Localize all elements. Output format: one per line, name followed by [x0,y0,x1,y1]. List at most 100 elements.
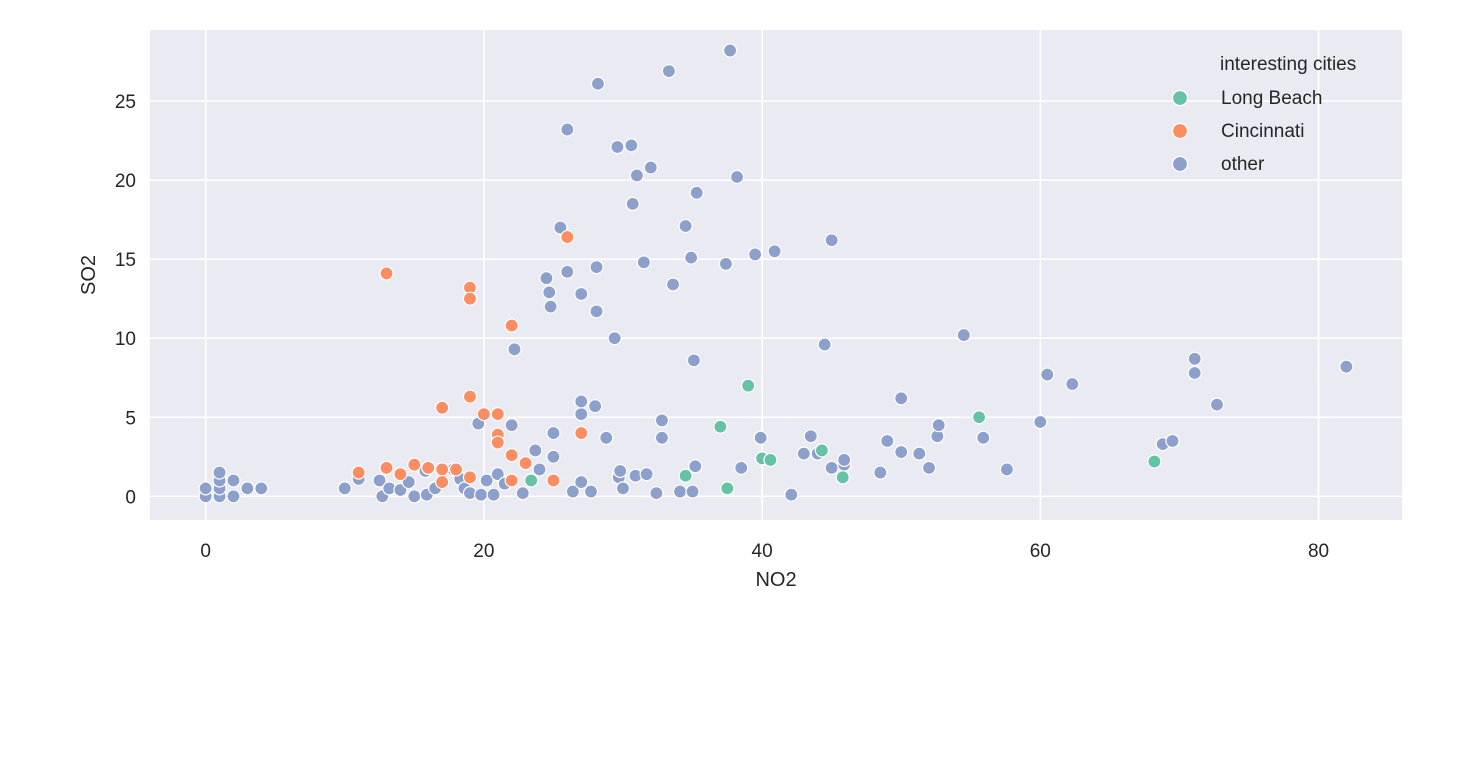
data-point-other [894,444,909,460]
data-point-other [803,429,818,444]
x-tick-label: 40 [752,541,773,562]
legend-label: Long Beach [1221,88,1322,109]
data-point-other [543,299,558,314]
data-point-long-beach [835,470,850,485]
data-point-other [589,304,604,319]
data-point-other [574,394,589,409]
data-point-other [589,259,604,275]
legend-title: interesting cities [1220,54,1356,75]
data-point-other [610,139,625,155]
data-point-other [649,486,664,501]
data-point-long-beach [720,481,735,496]
data-point-other [1339,359,1354,374]
data-point-other [546,449,561,464]
data-point-other [553,220,568,235]
data-point-other [625,196,640,211]
data-point-other [796,446,811,461]
data-point-other [873,465,888,480]
data-point-other [337,481,352,496]
y-tick-label: 5 [125,408,136,429]
legend-label: Cincinnati [1221,121,1304,142]
x-tick-label: 0 [200,541,211,562]
legend-marker [1171,89,1189,107]
x-tick-label: 80 [1308,541,1329,562]
data-point-other [722,43,738,58]
data-point-other [407,489,422,504]
data-point-other [686,353,702,368]
data-point-other [880,433,895,449]
y-tick-label: 0 [125,487,136,508]
data-point-other [532,462,547,477]
x-tick-label: 60 [1030,541,1051,562]
data-point-cincinnati [462,291,478,306]
data-point-cincinnati [462,389,478,404]
gridlines [150,30,1402,520]
data-point-other [226,473,241,488]
data-point-cincinnati [574,425,589,441]
data-point-other [583,484,599,499]
data-point-other [685,484,700,499]
data-point-other [817,337,832,352]
data-point-other [678,218,693,234]
y-tick-label: 25 [115,92,136,113]
data-point-other [590,76,606,91]
data-point-long-beach [678,468,693,483]
data-point-other [665,277,681,292]
data-point-cincinnati [435,462,450,477]
data-point-other [490,467,505,482]
data-point-other [504,418,519,433]
data-point-cincinnati [448,462,464,477]
data-point-other [528,443,543,458]
data-point-cincinnati [351,465,366,480]
y-axis-label: SO2 [78,255,100,295]
y-tick-label: 15 [115,250,136,271]
data-point-other [473,487,489,502]
data-point-other [546,425,561,441]
data-point-long-beach [763,452,778,468]
x-tick-labels: 0 20 40 60 80 [200,541,1329,562]
data-point-other [672,484,688,499]
data-point-other [639,467,654,482]
data-point-other [734,460,749,475]
data-point-other [212,465,227,480]
data-point-cincinnati [518,455,533,471]
data-point-cincinnati [407,457,422,472]
data-point-long-beach [1147,454,1162,469]
data-point-other [613,463,628,479]
data-point-other [588,399,603,414]
data-point-long-beach [814,443,830,458]
data-point-other [574,406,589,422]
data-point-other [1187,351,1202,366]
data-point-other [912,446,927,461]
data-point-other [636,255,651,270]
data-point-other [718,256,734,272]
data-point-other [574,286,589,302]
data-point-other [688,459,703,474]
data-point-cincinnati [435,474,450,490]
data-point-other [753,430,768,445]
data-point-other [565,484,580,499]
data-point-cincinnati [504,318,519,333]
data-point-other [824,233,839,248]
data-point-cincinnati [504,448,519,463]
data-point-other [767,244,782,259]
data-point-cincinnati [490,406,505,422]
data-point-other [654,413,670,428]
data-point-other [894,391,909,406]
plot-background [150,30,1402,520]
data-point-other [515,486,530,501]
data-point-other [684,250,699,265]
data-point-other [254,481,269,496]
data-point-other [931,418,946,433]
data-point-other [599,430,614,445]
legend: interesting cities Long Beach Cincinnati o… [1171,54,1356,175]
data-point-other [560,264,575,279]
legend-marker [1171,155,1189,173]
data-point-other [654,430,670,445]
data-point-other [689,185,704,200]
data-point-cincinnati [462,470,478,485]
data-point-other [1165,433,1180,449]
data-point-cincinnati [379,460,394,475]
data-point-other [1033,414,1048,430]
